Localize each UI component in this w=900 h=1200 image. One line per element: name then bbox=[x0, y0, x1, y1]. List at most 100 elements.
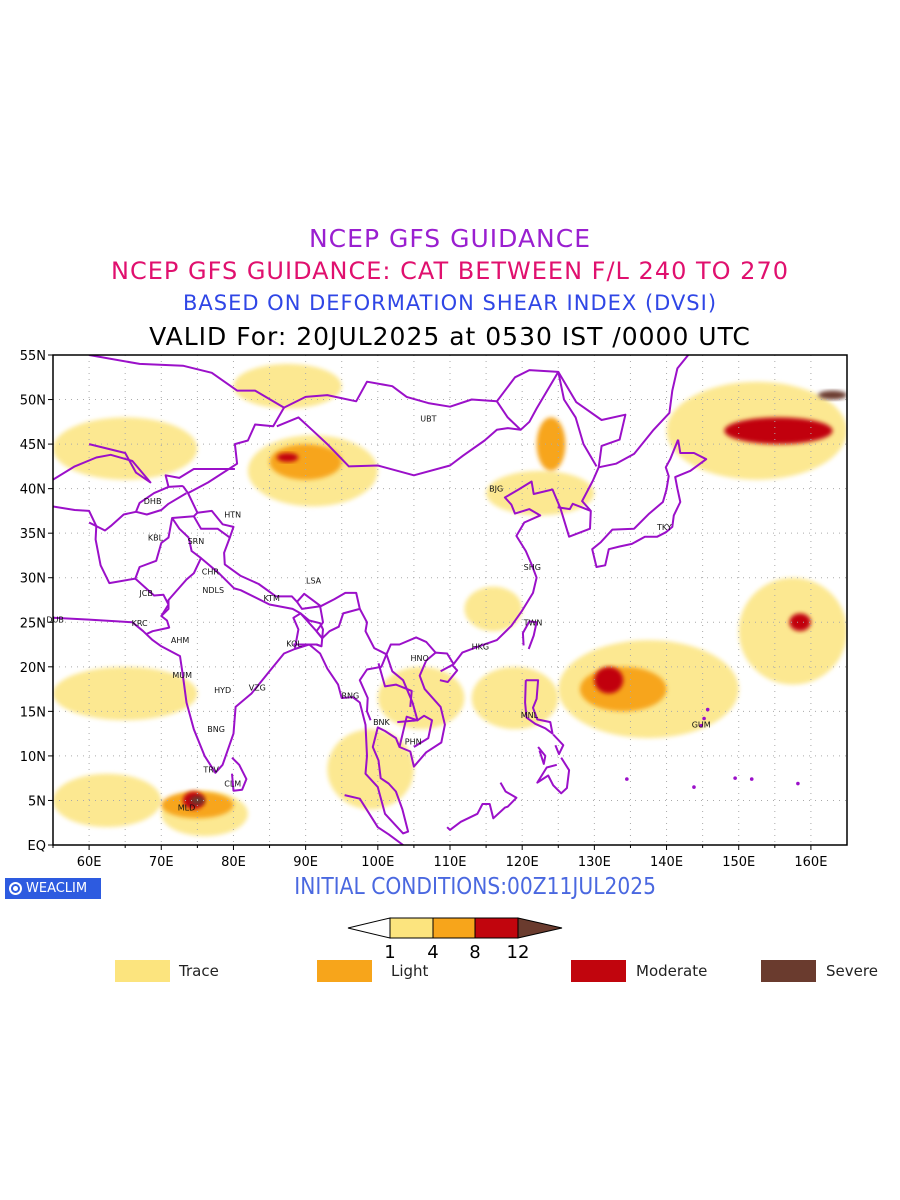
lon-tick-label: 110E bbox=[433, 855, 466, 870]
boundary-line bbox=[53, 355, 689, 835]
lon-tick-label: 70E bbox=[149, 855, 174, 870]
lon-tick-label: 90E bbox=[293, 855, 318, 870]
turbulence-patch-moderate bbox=[276, 453, 299, 462]
boundary-line bbox=[164, 468, 235, 488]
turbulence-patch-trace bbox=[233, 363, 342, 409]
weaclim-logo-text: WEACLIM bbox=[26, 881, 88, 896]
boundary-line bbox=[537, 746, 547, 765]
turbulence-patch-trace bbox=[53, 666, 198, 721]
country-boundaries bbox=[53, 355, 800, 845]
station-bnk: BNK bbox=[373, 718, 390, 727]
station-kol: KOL bbox=[286, 640, 302, 649]
boundary-line bbox=[135, 485, 183, 513]
boundary-line bbox=[439, 664, 459, 683]
turbulence-patch-trace bbox=[471, 666, 559, 730]
lon-tick-label: 150E bbox=[722, 855, 755, 870]
lat-tick-label: 45N bbox=[20, 438, 46, 453]
turbulence-patch-severe bbox=[818, 390, 847, 400]
boundary-line bbox=[293, 643, 322, 648]
station-srn: SRN bbox=[188, 537, 205, 546]
legend-label: Trace bbox=[179, 962, 219, 980]
boundary-line bbox=[557, 371, 598, 467]
boundary-line bbox=[187, 515, 361, 640]
boundary-line bbox=[521, 620, 538, 650]
lon-tick-label: 160E bbox=[794, 855, 827, 870]
title-line-2: NCEP GFS GUIDANCE: CAT BETWEEN F/L 240 T… bbox=[111, 257, 789, 285]
colorbar-trace bbox=[389, 917, 434, 939]
boundary-line bbox=[524, 679, 554, 735]
station-ahm: AHM bbox=[171, 636, 189, 645]
turbulence-patch-moderate bbox=[789, 613, 811, 632]
colorbar-under-arrow bbox=[347, 917, 391, 939]
station-ndls: NDLS bbox=[202, 586, 224, 595]
station-chr: CHR bbox=[202, 567, 220, 576]
weaclim-logo-badge: WEACLIM bbox=[5, 878, 101, 899]
island-marker bbox=[699, 723, 703, 728]
title-line-3: BASED ON DEFORMATION SHEAR INDEX (DVSI) bbox=[182, 291, 718, 315]
boundary-line bbox=[377, 663, 413, 707]
station-hyd: HYD bbox=[214, 686, 231, 695]
lon-tick-label: 100E bbox=[361, 855, 394, 870]
turbulence-patch-light bbox=[579, 666, 667, 712]
station-shg: SHG bbox=[524, 563, 541, 572]
lat-tick-label: 30N bbox=[20, 572, 46, 587]
station-tky: TKY bbox=[656, 523, 672, 532]
boundary-line bbox=[296, 601, 324, 639]
colorbar-tick: 8 bbox=[469, 942, 480, 963]
station-htn: HTN bbox=[224, 510, 241, 519]
station-dhb: DHB bbox=[144, 497, 162, 506]
turbulence-patch-trace bbox=[327, 729, 414, 810]
boundary-line bbox=[88, 355, 627, 468]
boundary-line bbox=[171, 517, 190, 539]
station-bjg: BJG bbox=[489, 485, 503, 494]
turbulence-patch-trace bbox=[464, 586, 523, 632]
station-mld: MLD bbox=[178, 804, 196, 813]
weaclim-logo-icon bbox=[9, 882, 22, 895]
boundary-line bbox=[231, 756, 248, 792]
legend-swatch-severe bbox=[761, 960, 816, 982]
station-twn: TWN bbox=[523, 618, 543, 627]
lon-tick-label: 60E bbox=[77, 855, 102, 870]
boundary-line bbox=[536, 757, 571, 795]
legend-trace: Trace bbox=[115, 960, 219, 982]
lat-tick-label: 55N bbox=[20, 349, 46, 364]
boundary-line bbox=[53, 443, 152, 484]
boundary-line bbox=[182, 485, 189, 494]
boundary-line bbox=[520, 371, 560, 431]
boundary-line bbox=[591, 439, 708, 568]
legend-label: Severe bbox=[826, 962, 878, 980]
station-mnl: MNL bbox=[521, 711, 539, 720]
lon-tick-label: 140E bbox=[650, 855, 683, 870]
boundary-line bbox=[197, 509, 235, 538]
boundary-line bbox=[344, 794, 404, 845]
boundary-line bbox=[358, 653, 388, 721]
turbulence-patch-moderate bbox=[594, 666, 624, 694]
boundary-line bbox=[276, 400, 522, 477]
colorbar-tick: 4 bbox=[427, 942, 438, 963]
legend-label: Light bbox=[391, 962, 429, 980]
latitude-axis: EQ 5N 10N 15N 20N 25N 30N 35N 40N 45N 50N 55N bbox=[20, 349, 53, 854]
station-phn: PHN bbox=[405, 738, 422, 747]
colorbar-severe-arrow bbox=[517, 917, 563, 939]
legend-swatch-moderate bbox=[571, 960, 626, 982]
station-trv: TRV bbox=[202, 765, 219, 774]
station-clm: CLM bbox=[224, 780, 241, 789]
colorbar-tick: 12 bbox=[507, 942, 530, 963]
station-bng: BNG bbox=[207, 725, 225, 734]
island-marker bbox=[702, 716, 706, 721]
boundary-line bbox=[53, 407, 285, 585]
colorbar-light bbox=[432, 917, 476, 939]
boundary-line bbox=[557, 502, 592, 512]
title-line-1: NCEP GFS GUIDANCE bbox=[308, 224, 591, 253]
lat-tick-label: 40N bbox=[20, 483, 46, 498]
lat-tick-label: 25N bbox=[20, 616, 46, 631]
boundary-line bbox=[552, 733, 565, 756]
lat-tick-label: 10N bbox=[20, 750, 46, 765]
turbulence-patch-trace bbox=[53, 417, 198, 480]
station-rng: RNG bbox=[342, 691, 360, 700]
boundary-line bbox=[358, 608, 437, 656]
island-marker bbox=[796, 781, 800, 786]
station-hkg: HKG bbox=[472, 642, 489, 651]
legend-severe: Severe bbox=[761, 960, 878, 982]
station-kbl: KBL bbox=[148, 534, 164, 543]
